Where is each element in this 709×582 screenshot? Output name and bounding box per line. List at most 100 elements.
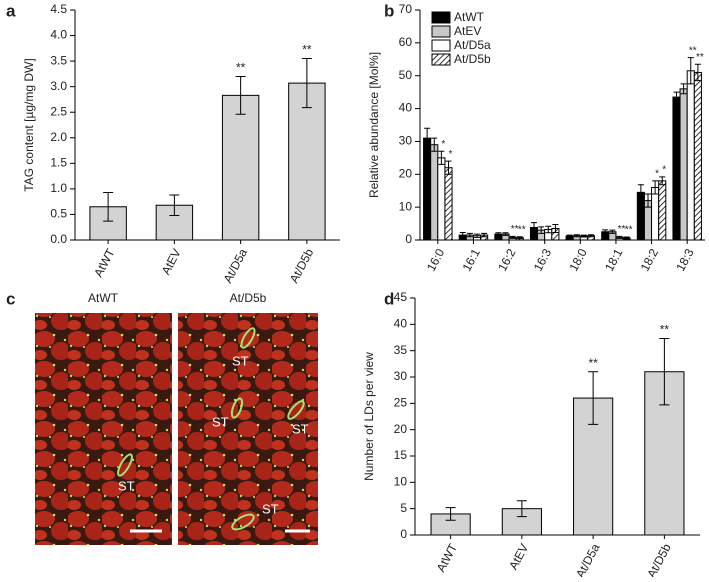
bar [651,186,660,241]
x-tick-label: 18:2 [638,246,661,273]
significance: ** [511,224,519,235]
y-tick-label: 35 [394,343,408,357]
error-bar [623,236,630,240]
legend-label: At/D5a [454,38,491,52]
significance: ** [518,224,526,235]
error-bar [694,63,701,82]
error-bar [602,229,609,235]
error-bar [552,224,559,233]
legend-swatch [431,25,451,38]
y-tick-label: 25 [394,396,408,410]
significance: ** [689,45,697,56]
bar [658,180,667,241]
error-bar [687,57,694,85]
x-tick-label: At/D5b [644,541,674,577]
stomata-label: ST [262,501,279,516]
error-bar [616,235,623,239]
stomata-label: ST [292,421,309,436]
error-bar [637,184,644,201]
y-tick-label: 60 [399,35,413,49]
x-tick-label: AtWT [434,541,461,575]
y-tick-label: 45 [394,290,408,304]
y-tick-label: 30 [394,369,408,383]
panel-label: b [384,1,394,20]
error-bar [495,232,502,236]
x-tick-label: 16:0 [424,246,447,273]
x-tick-label: AtWT [91,246,118,280]
panel-c: c AtWT At/D5b ST ST ST ST ST [6,289,318,545]
x-tick-label: 18:1 [602,246,625,273]
x-tick-label: At/D5b [287,246,317,285]
significance: ** [236,61,246,75]
significance: ** [696,52,704,63]
y-tick-label: 1.0 [50,181,67,195]
bar [221,94,260,241]
micrograph [178,313,318,545]
panel-label: a [6,1,16,20]
y-tick-label: 2.5 [50,104,67,118]
bar [686,70,695,241]
error-bar [445,507,456,521]
bar [444,167,453,241]
legend-label: AtEV [454,24,481,38]
error-bar [516,236,523,240]
legend-label: AtWT [454,10,485,24]
error-bar [545,225,552,234]
y-axis-label: Number of LDs per view [362,352,376,481]
significance: * [441,139,445,150]
error-bar [680,83,687,95]
x-tick-label: 18:3 [673,246,696,273]
error-bar [466,232,473,238]
x-tick-label: 16:3 [531,246,554,273]
y-tick-label: 4.5 [50,2,67,16]
significance: ** [618,224,626,235]
error-bar [481,232,488,238]
stomata-outline [231,513,255,531]
x-tick-label: At/D5a [573,541,603,577]
x-tick-label: 16:1 [460,246,483,273]
legend-swatch [431,39,451,52]
x-tick-label: 16:2 [495,246,518,273]
y-tick-label: 4.0 [50,28,67,42]
y-tick-label: 3.0 [50,79,67,93]
x-tick-label: AtEV [159,246,184,277]
error-bar [169,194,180,216]
image-title: At/D5b [230,291,267,305]
error-bar [659,176,666,186]
y-axis-label: Relative abundance [Mol%] [367,52,381,198]
y-tick-label: 3.5 [50,53,67,67]
error-bar [645,193,651,208]
y-tick-label: 50 [399,68,413,82]
error-bar [459,231,466,239]
significance: ** [625,225,633,236]
legend-swatch [431,11,451,24]
error-bar [474,233,480,238]
panel-label: d [384,289,394,308]
stomata-label: ST [212,414,229,429]
stomata-label: ST [232,353,249,368]
y-tick-label: 0 [400,527,407,541]
y-tick-label: 10 [399,199,413,213]
y-tick-label: 20 [394,422,408,436]
micrograph [35,313,172,545]
bar [288,82,326,241]
y-tick-label: 20 [399,166,413,180]
y-tick-label: 40 [394,317,408,331]
error-bar [573,234,580,238]
bar [423,137,432,241]
significance: ** [302,43,312,57]
y-tick-label: 5 [400,501,407,515]
significance: * [655,168,659,179]
significance: ** [660,323,670,337]
stomata-outline [287,400,305,420]
error-bar [301,58,312,109]
error-bar [438,150,445,165]
y-tick-label: 1.5 [50,156,67,170]
y-axis-label: TAG content [µg/mg DW] [22,58,36,191]
legend-label: At/D5b [454,52,491,66]
y-tick-label: 0.0 [50,232,67,246]
y-tick-label: 2.0 [50,130,67,144]
panel-label: c [6,289,15,308]
error-bar [588,234,594,238]
